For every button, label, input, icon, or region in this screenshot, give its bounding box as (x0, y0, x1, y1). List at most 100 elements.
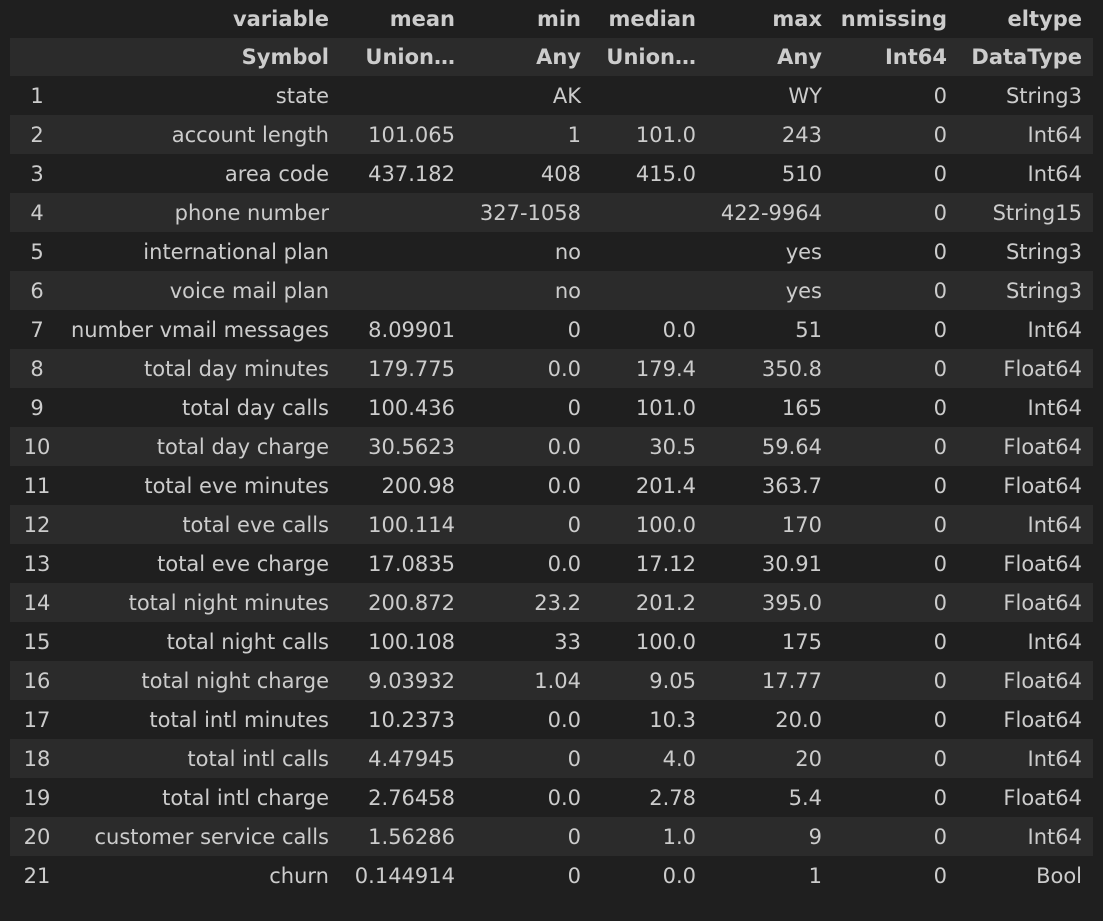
table-row: 21 churn 0.144914 0 0.0 1 0 Bool (10, 856, 1093, 895)
cell-max: 59.64 (761, 434, 822, 459)
cell-min: 0 (567, 824, 581, 849)
cell-variable: state (275, 83, 329, 108)
cell-median: 4.0 (662, 746, 696, 771)
table-row: 1 state AK WY 0 String3 (10, 76, 1093, 115)
column-header-max: max (772, 7, 822, 31)
cell-variable: total intl charge (162, 785, 329, 810)
cell-variable: customer service calls (94, 824, 330, 849)
cell-mean (340, 232, 466, 271)
cell-median: 100.0 (635, 512, 696, 537)
cell-variable: total night minutes (128, 590, 329, 615)
cell-nmissing: 0 (933, 551, 947, 576)
cell-mean (340, 193, 466, 232)
row-index: 2 (30, 122, 44, 147)
column-type-eltype: DataType (971, 45, 1082, 69)
cell-median (592, 271, 707, 310)
table-row: 14 total night minutes 200.872 23.2 201.2 395… (10, 583, 1093, 622)
cell-eltype: Float64 (1003, 551, 1082, 576)
describe-table: variable mean min median max nmissing el… (10, 0, 1093, 895)
table-row: 11 total eve minutes 200.98 0.0 201.4 363.7 0 F… (10, 466, 1093, 505)
table-row: 15 total night calls 100.108 33 100.0 175 0 Int… (10, 622, 1093, 661)
table-row: 6 voice mail plan no yes 0 String3 (10, 271, 1093, 310)
row-index: 12 (23, 512, 51, 537)
row-index: 16 (23, 668, 51, 693)
cell-min: 0 (567, 863, 581, 888)
cell-variable: total eve minutes (144, 473, 329, 498)
cell-variable: total night calls (166, 629, 329, 654)
cell-nmissing: 0 (933, 863, 947, 888)
cell-max: 20.0 (775, 707, 822, 732)
row-index: 14 (23, 590, 51, 615)
cell-eltype: String3 (1005, 83, 1082, 108)
cell-mean: 17.0835 (368, 551, 455, 576)
row-index: 10 (23, 434, 51, 459)
cell-median (592, 76, 707, 115)
row-index: 7 (30, 317, 44, 342)
row-index: 13 (23, 551, 51, 576)
cell-min: AK (552, 83, 581, 108)
table-row: 12 total eve calls 100.114 0 100.0 170 0 Int64 (10, 505, 1093, 544)
cell-nmissing: 0 (933, 746, 947, 771)
cell-mean: 0.144914 (354, 863, 455, 888)
cell-eltype: Int64 (1027, 122, 1082, 147)
row-index: 15 (23, 629, 51, 654)
cell-mean: 8.09901 (368, 317, 455, 342)
cell-nmissing: 0 (933, 122, 947, 147)
cell-median: 10.3 (649, 707, 696, 732)
cell-eltype: Int64 (1027, 629, 1082, 654)
cell-min: 0.0 (547, 356, 581, 381)
cell-min: 0 (567, 317, 581, 342)
row-index: 19 (23, 785, 51, 810)
cell-eltype: Float64 (1003, 473, 1082, 498)
cell-min: 1.04 (534, 668, 581, 693)
cell-median: 201.2 (635, 590, 696, 615)
cell-median: 101.0 (635, 122, 696, 147)
cell-max: 175 (781, 629, 822, 654)
cell-nmissing: 0 (933, 629, 947, 654)
cell-median: 1.0 (662, 824, 696, 849)
cell-min: 1 (567, 122, 581, 147)
cell-min: 0.0 (547, 707, 581, 732)
cell-median: 30.5 (649, 434, 696, 459)
cell-median: 2.78 (649, 785, 696, 810)
cell-variable: area code (224, 161, 329, 186)
cell-eltype: String3 (1005, 239, 1082, 264)
cell-min: 408 (540, 161, 581, 186)
cell-median: 101.0 (635, 395, 696, 420)
cell-nmissing: 0 (933, 668, 947, 693)
column-type-min: Any (536, 45, 581, 69)
cell-nmissing: 0 (933, 473, 947, 498)
cell-mean: 4.47945 (368, 746, 455, 771)
column-header-median: median (608, 7, 696, 31)
cell-eltype: Bool (1036, 863, 1082, 888)
cell-nmissing: 0 (933, 200, 947, 225)
row-index: 18 (23, 746, 51, 771)
cell-median: 17.12 (635, 551, 696, 576)
cell-median: 179.4 (635, 356, 696, 381)
cell-max: 9 (808, 824, 822, 849)
cell-variable: international plan (143, 239, 329, 264)
column-header-nmissing: nmissing (840, 7, 947, 31)
cell-eltype: Float64 (1003, 707, 1082, 732)
cell-max: 20 (795, 746, 822, 771)
cell-variable: phone number (174, 200, 329, 225)
column-type-median: Union… (606, 45, 696, 69)
cell-mean: 30.5623 (368, 434, 455, 459)
column-type-row: Symbol Union… Any Union… Any Int64 DataT… (10, 38, 1093, 76)
cell-variable: total eve calls (182, 512, 329, 537)
table-row: 9 total day calls 100.436 0 101.0 165 0 Int64 (10, 388, 1093, 427)
table-row: 10 total day charge 30.5623 0.0 30.5 59.64 0 Fl… (10, 427, 1093, 466)
cell-variable: voice mail plan (169, 278, 329, 303)
row-index: 4 (30, 200, 44, 225)
cell-nmissing: 0 (933, 83, 947, 108)
cell-eltype: Int64 (1027, 395, 1082, 420)
row-index: 6 (30, 278, 44, 303)
row-index: 3 (30, 161, 44, 186)
table-row: 8 total day minutes 179.775 0.0 179.4 350.8 0 F… (10, 349, 1093, 388)
cell-mean: 179.775 (368, 356, 455, 381)
cell-mean: 101.065 (368, 122, 455, 147)
cell-nmissing: 0 (933, 317, 947, 342)
cell-max: 51 (795, 317, 822, 342)
cell-nmissing: 0 (933, 239, 947, 264)
cell-mean: 200.872 (368, 590, 455, 615)
